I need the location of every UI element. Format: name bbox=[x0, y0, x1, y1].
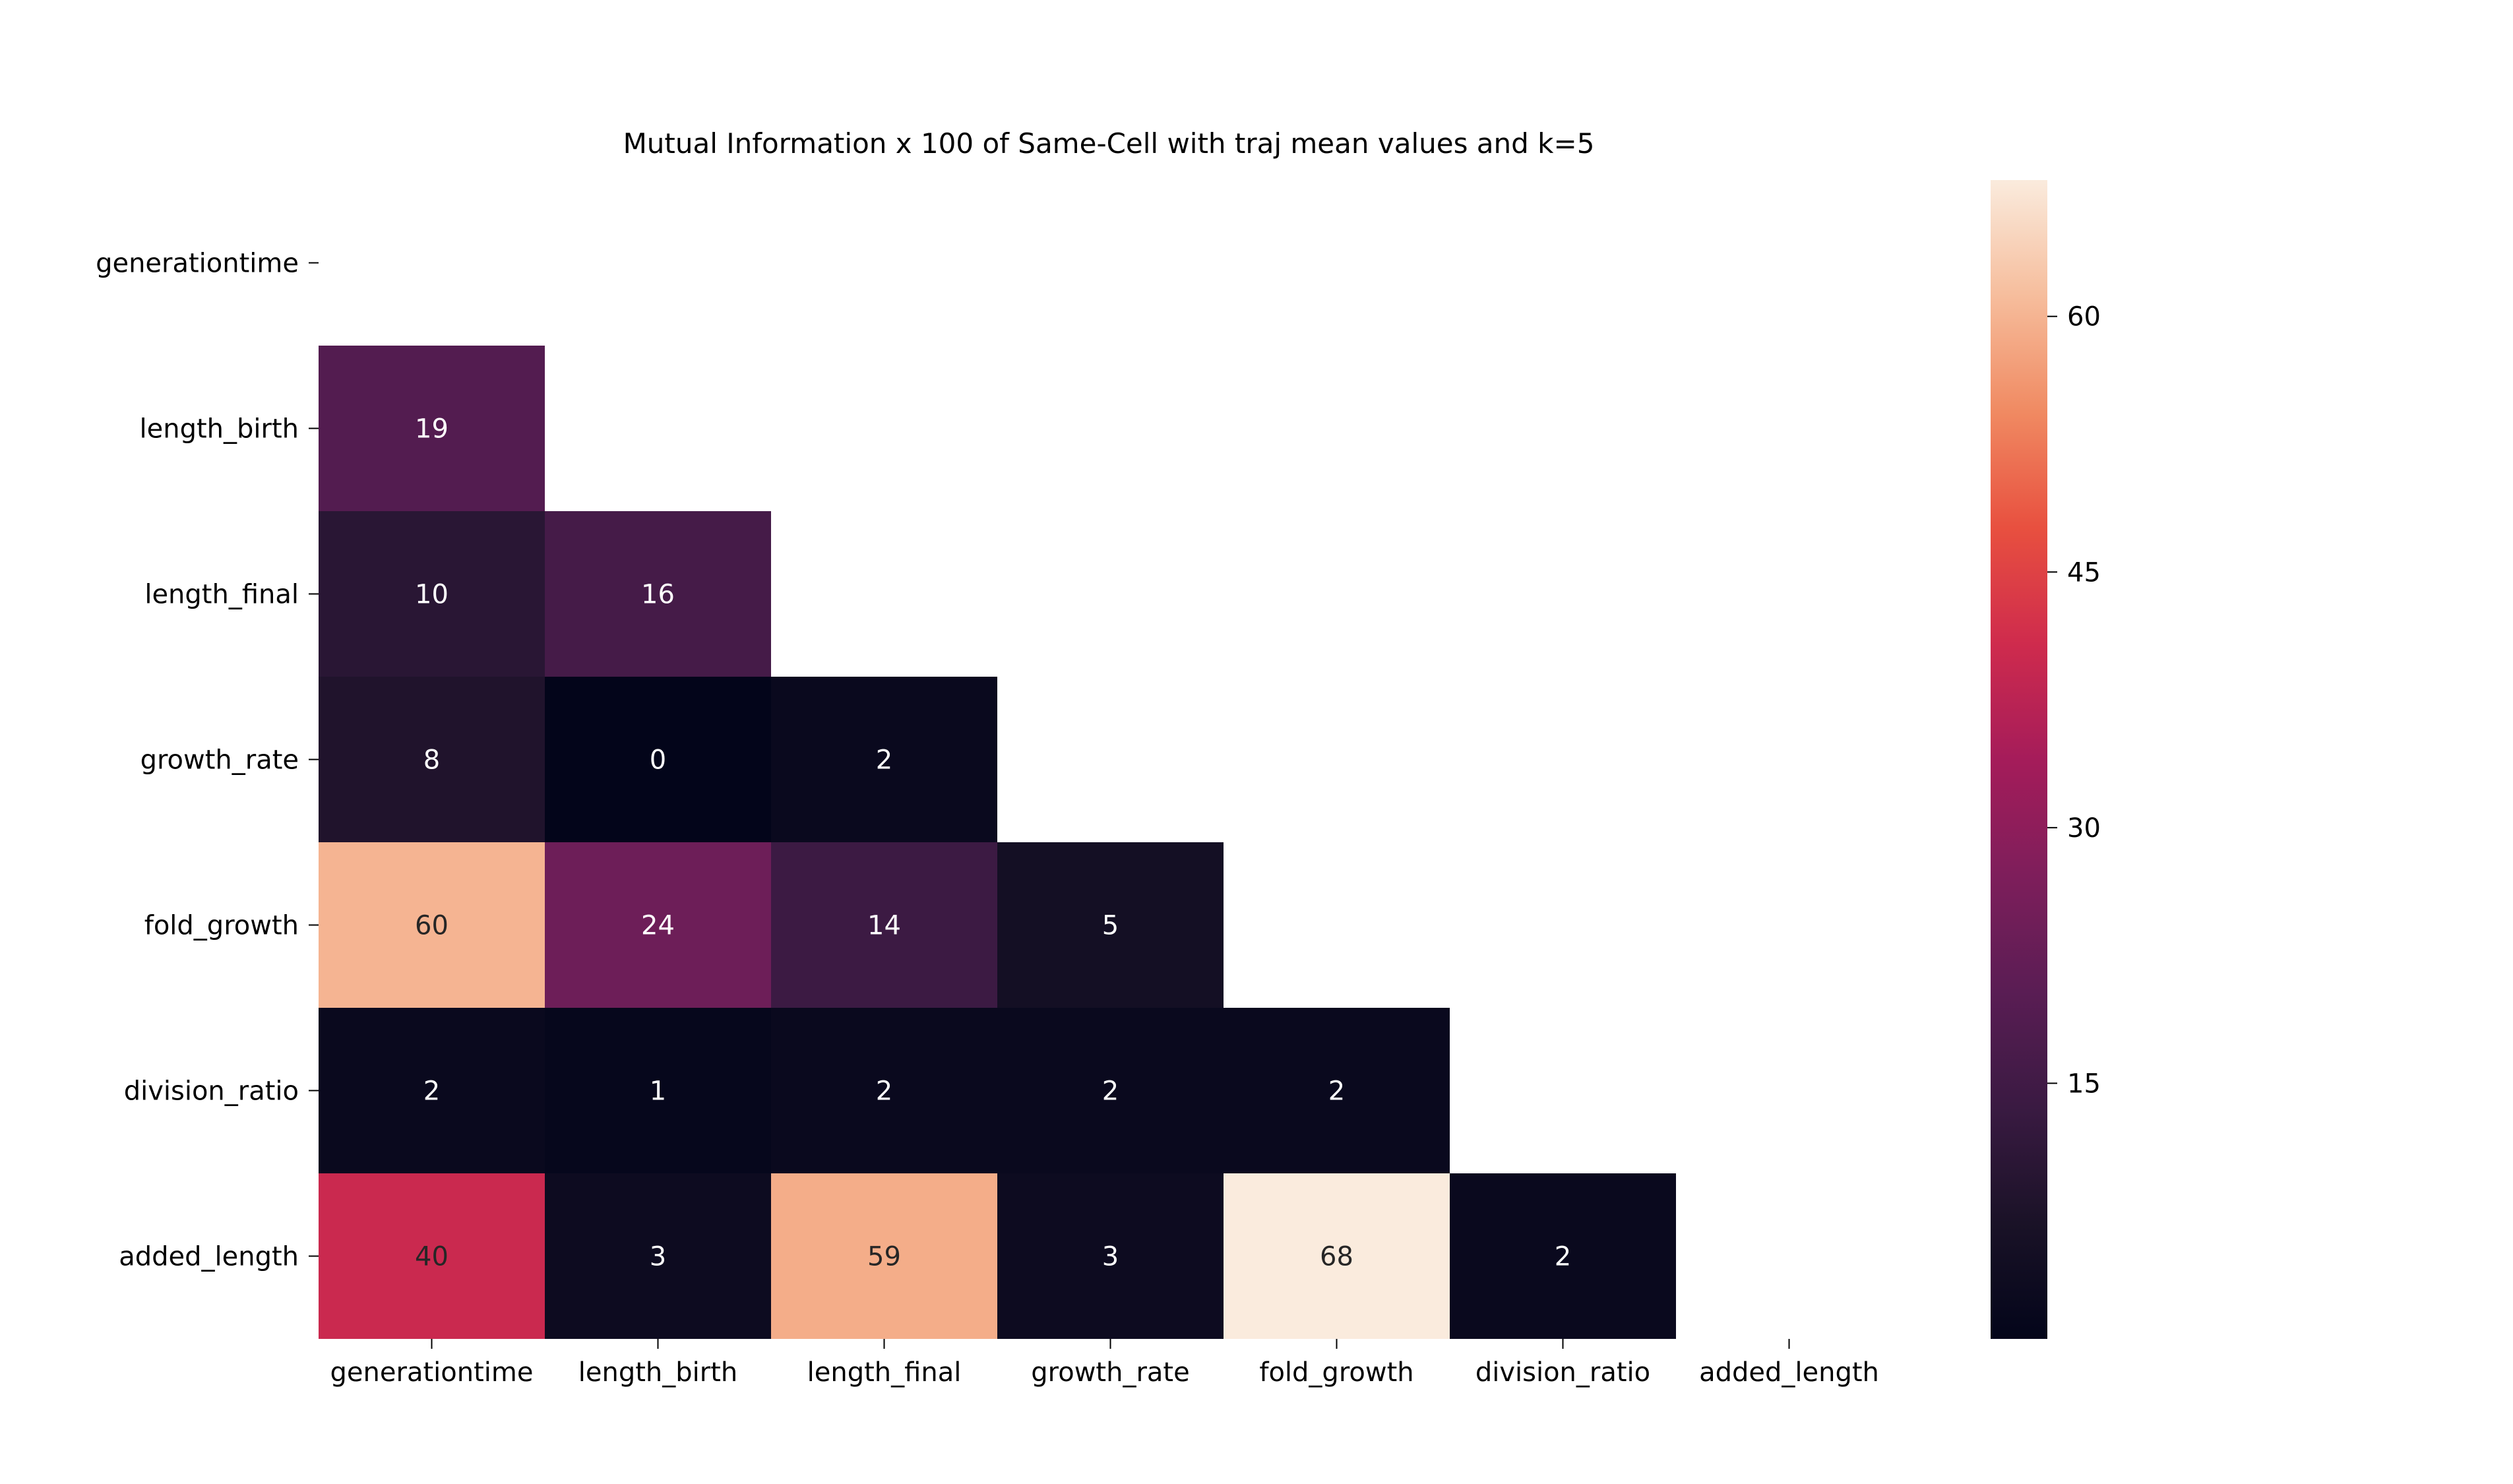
heatmap-cell bbox=[545, 677, 771, 842]
heatmap-cell bbox=[545, 1008, 771, 1173]
column-label: length_final bbox=[807, 1357, 962, 1388]
heatmap-cell bbox=[319, 346, 545, 511]
heatmap-cell bbox=[545, 1173, 771, 1339]
column-label: division_ratio bbox=[1475, 1357, 1650, 1388]
heatmap-cell bbox=[319, 1008, 545, 1173]
row-label: growth_rate bbox=[140, 745, 299, 776]
heatmap-cell bbox=[997, 1008, 1224, 1173]
heatmap-cell bbox=[319, 677, 545, 842]
cell-value-label: 3 bbox=[1102, 1242, 1119, 1272]
colorbar-tick-label: 60 bbox=[2067, 302, 2101, 332]
cell-value-label: 2 bbox=[876, 1076, 892, 1107]
heatmap-cells: 19 10 16 8 0 2 60 24 14 5 2 1 2 2 2 40 3 59 3 68 2 bbox=[319, 346, 1676, 1339]
column-label: length_birth bbox=[578, 1357, 737, 1388]
column-labels: generationtime length_birth length_final gr… bbox=[330, 1339, 1879, 1388]
cell-value-label: 68 bbox=[1320, 1242, 1353, 1272]
heatmap-cell bbox=[997, 842, 1224, 1008]
cell-value-label: 5 bbox=[1102, 911, 1119, 941]
row-labels: generationtime length_birth length_finalgr… bbox=[96, 249, 319, 1272]
colorbar-ticks: 15 30 45 60 bbox=[2047, 302, 2101, 1099]
heatmap-cell bbox=[1450, 1173, 1676, 1339]
colorbar: 15 30 45 60 bbox=[1991, 180, 2101, 1339]
column-label: generationtime bbox=[330, 1357, 534, 1388]
heatmap-cell bbox=[545, 842, 771, 1008]
row-label: added_length bbox=[119, 1242, 299, 1272]
column-label: added_length bbox=[1699, 1357, 1879, 1388]
cell-value-label: 0 bbox=[650, 745, 666, 776]
heatmap-cell bbox=[771, 1173, 997, 1339]
row-label: generationtime bbox=[96, 249, 299, 279]
column-label: growth_rate bbox=[1031, 1357, 1189, 1388]
row-label: fold_growth bbox=[144, 911, 299, 941]
heatmap-cell bbox=[319, 1173, 545, 1339]
heatmap-cell bbox=[319, 842, 545, 1008]
colorbar-gradient bbox=[1991, 180, 2047, 1339]
cell-value-label: 1 bbox=[650, 1076, 666, 1107]
cell-value-label: 3 bbox=[650, 1242, 666, 1272]
heatmap-cell bbox=[997, 1173, 1224, 1339]
row-label: division_ratio bbox=[124, 1076, 299, 1107]
heatmap-cell bbox=[771, 677, 997, 842]
cell-value-label: 19 bbox=[415, 414, 449, 445]
heatmap-cell bbox=[545, 511, 771, 677]
cell-value-label: 40 bbox=[415, 1242, 449, 1272]
row-label: length_final bbox=[144, 580, 299, 610]
colorbar-tick-label: 15 bbox=[2067, 1068, 2101, 1099]
row-label: length_birth bbox=[140, 414, 299, 445]
cell-value-label: 2 bbox=[1555, 1242, 1571, 1272]
cell-value-label: 59 bbox=[867, 1242, 901, 1272]
cell-value-label: 14 bbox=[867, 911, 901, 941]
cell-value-label: 2 bbox=[1328, 1076, 1345, 1107]
heatmap-cell bbox=[1224, 1008, 1450, 1173]
cell-value-label: 2 bbox=[1102, 1076, 1119, 1107]
cell-value-label: 2 bbox=[423, 1076, 440, 1107]
cell-value-label: 16 bbox=[641, 580, 675, 610]
cell-value-label: 10 bbox=[415, 580, 449, 610]
heatmap-cell bbox=[1224, 1173, 1450, 1339]
column-label: fold_growth bbox=[1259, 1357, 1413, 1388]
chart-title: Mutual Information x 100 of Same-Cell wi… bbox=[623, 127, 1595, 160]
cell-value-label: 8 bbox=[423, 745, 440, 776]
heatmap-cell bbox=[771, 1008, 997, 1173]
colorbar-tick-label: 45 bbox=[2067, 557, 2101, 588]
heatmap-cell bbox=[771, 842, 997, 1008]
colorbar-tick-label: 30 bbox=[2067, 813, 2101, 844]
cell-value-label: 60 bbox=[415, 911, 449, 941]
cell-value-label: 24 bbox=[641, 911, 675, 941]
heatmap-cell bbox=[319, 511, 545, 677]
cell-value-label: 2 bbox=[876, 745, 892, 776]
